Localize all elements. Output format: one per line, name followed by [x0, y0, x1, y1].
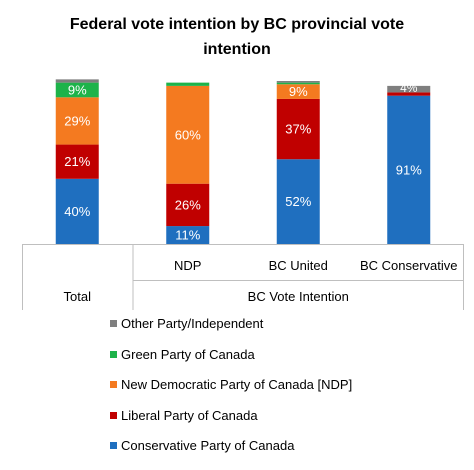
data-label-0-3: 9% [68, 82, 87, 97]
data-label-1-0: 11% [175, 228, 200, 243]
legend-swatch-3 [110, 411, 117, 419]
data-label-1-2: 60% [175, 127, 201, 142]
chart-title-line-2: intention [203, 41, 271, 58]
data-label-0-1: 21% [64, 154, 90, 169]
bar-segment-0-0 [55, 178, 99, 244]
data-label-3-0: 91% [396, 162, 422, 177]
legend-label-0: Other Party/Independent [121, 316, 264, 331]
bar-segment-2-4 [276, 81, 320, 83]
bar-segment-2-0 [276, 159, 320, 244]
group-label-1: BC Vote Intention [248, 289, 349, 304]
legend-label-2: New Democratic Party of Canada [NDP] [121, 377, 353, 392]
chart-title-line-1: Federal vote intention by BC provincial … [69, 16, 405, 33]
bar-segment-2-3 [276, 82, 320, 85]
legend-label-3: Liberal Party of Canada [121, 407, 258, 423]
bar-segment-0-3 [55, 82, 99, 98]
data-label-2-2: 9% [289, 84, 308, 99]
chart-title: Federal vote intention by BC provincial … [0, 12, 474, 62]
bar-segment-3-4 [387, 85, 431, 93]
bar-segment-0-2 [55, 97, 99, 145]
legend-swatch-4 [110, 442, 117, 449]
bar-segment-0-4 [55, 79, 99, 83]
bar-segment-2-2 [276, 84, 320, 99]
data-label-1-1: 26% [175, 197, 201, 212]
bar-segment-1-1 [166, 183, 210, 227]
data-label-0-0: 40% [64, 204, 90, 219]
legend-swatch-2 [110, 381, 117, 388]
bar-segment-3-0 [387, 95, 431, 244]
legend-label-1: Green Party of Canada [121, 346, 255, 362]
category-label-2: BC United [269, 258, 328, 273]
bar-segment-0-1 [55, 144, 99, 179]
category-label-3: BC Conservative [360, 258, 458, 273]
legend-label-4: Conservative Party of Canada [121, 438, 295, 453]
data-label-0-2: 29% [64, 113, 90, 128]
category-label-1: NDP [174, 258, 201, 273]
data-label-2-0: 52% [285, 194, 311, 209]
legend-swatch-0 [110, 320, 117, 327]
bar-segment-1-3 [166, 82, 210, 86]
data-label-3-4: 4% [400, 81, 418, 95]
data-label-2-1: 37% [285, 122, 311, 137]
bar-segment-3-1 [387, 92, 431, 96]
group-label-0: Total [64, 289, 92, 304]
legend-swatch-1 [110, 350, 117, 358]
bar-segment-1-0 [166, 226, 210, 244]
bar-segment-1-2 [166, 85, 210, 184]
bar-segment-2-1 [276, 98, 320, 160]
